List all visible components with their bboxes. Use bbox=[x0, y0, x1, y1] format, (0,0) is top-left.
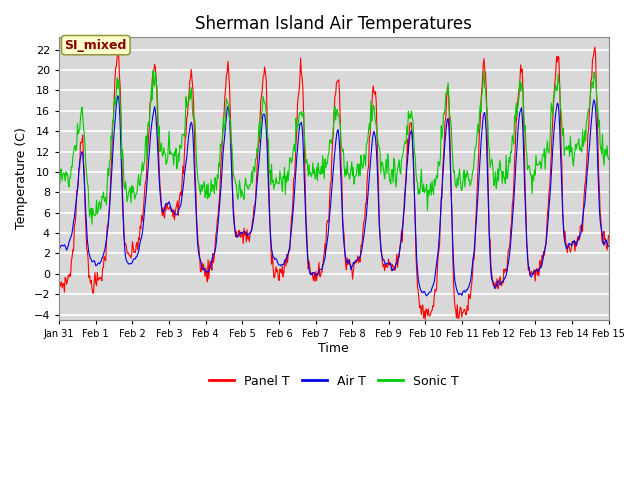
Panel T bbox=[122, 241, 129, 247]
X-axis label: Time: Time bbox=[319, 342, 349, 355]
Air T bbox=[179, 192, 186, 198]
Sonic T bbox=[419, 186, 426, 192]
Air T bbox=[65, 239, 73, 245]
Panel T bbox=[177, 193, 185, 199]
Sonic T bbox=[208, 189, 216, 194]
Air T bbox=[122, 257, 130, 263]
Sonic T bbox=[55, 182, 63, 188]
Line: Panel T: Panel T bbox=[59, 47, 609, 319]
Air T bbox=[114, 93, 122, 98]
Panel T bbox=[421, 316, 429, 322]
Panel T bbox=[401, 193, 408, 199]
Y-axis label: Temperature (C): Temperature (C) bbox=[15, 128, 28, 229]
Panel T bbox=[417, 303, 424, 309]
Line: Air T: Air T bbox=[59, 96, 609, 296]
Title: Sherman Island Air Temperatures: Sherman Island Air Temperatures bbox=[195, 15, 472, 33]
Sonic T bbox=[179, 132, 187, 137]
Air T bbox=[605, 243, 612, 249]
Text: SI_mixed: SI_mixed bbox=[65, 38, 127, 52]
Line: Sonic T: Sonic T bbox=[59, 71, 609, 224]
Air T bbox=[55, 245, 63, 251]
Panel T bbox=[207, 258, 214, 264]
Sonic T bbox=[65, 184, 73, 190]
Sonic T bbox=[88, 221, 96, 227]
Panel T bbox=[605, 233, 612, 239]
Air T bbox=[401, 189, 409, 194]
Air T bbox=[207, 261, 215, 267]
Legend: Panel T, Air T, Sonic T: Panel T, Air T, Sonic T bbox=[204, 370, 464, 393]
Panel T bbox=[591, 44, 598, 50]
Sonic T bbox=[122, 188, 130, 193]
Panel T bbox=[55, 273, 63, 278]
Sonic T bbox=[402, 140, 410, 146]
Air T bbox=[417, 288, 425, 293]
Sonic T bbox=[149, 68, 157, 73]
Sonic T bbox=[605, 156, 612, 162]
Air T bbox=[423, 293, 431, 299]
Panel T bbox=[65, 274, 73, 280]
